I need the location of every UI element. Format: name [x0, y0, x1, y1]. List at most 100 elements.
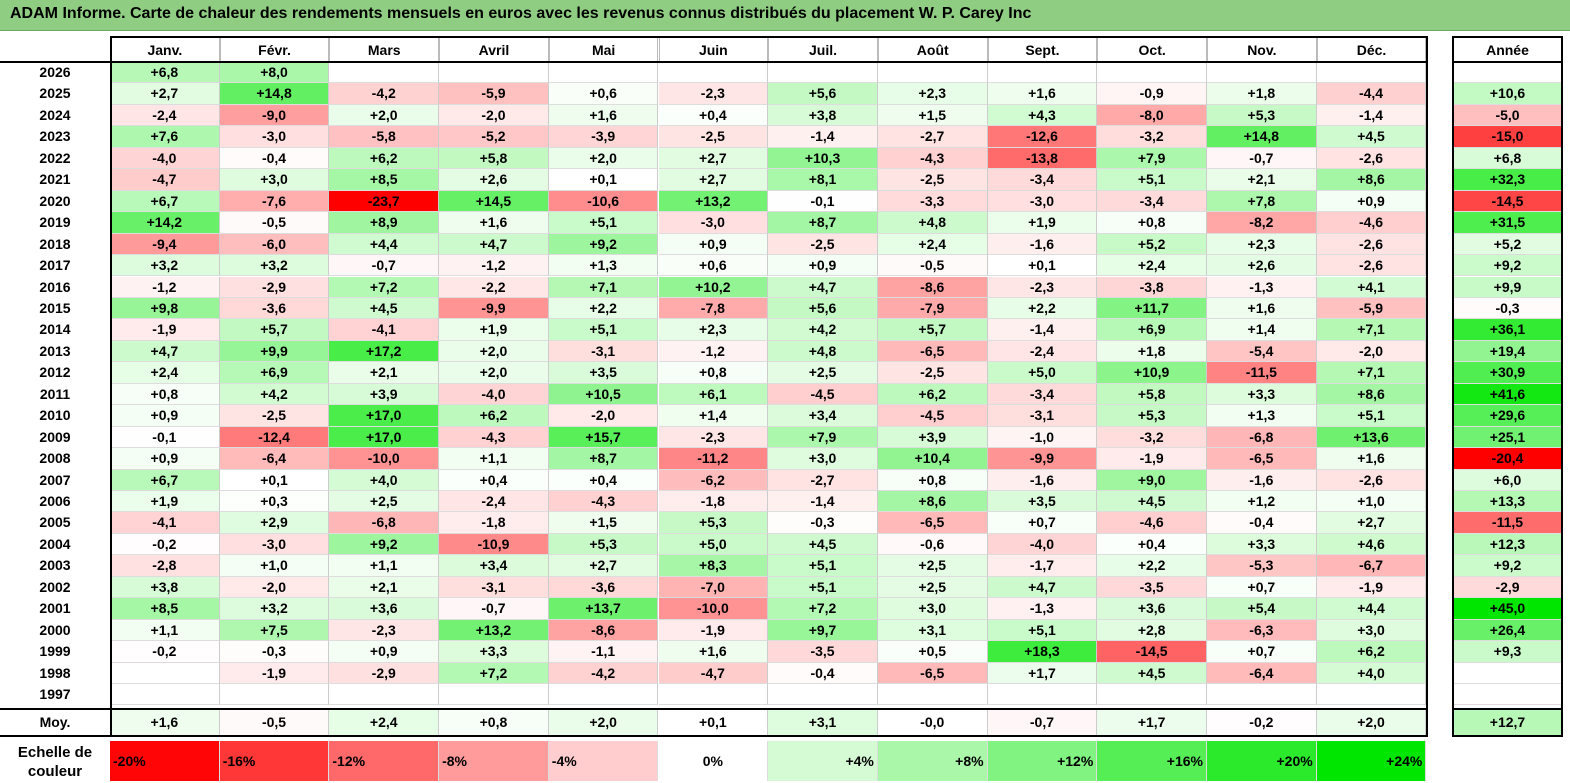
heatmap-cell: +5,1: [1317, 405, 1427, 426]
heatmap-cell: -0,5: [878, 255, 988, 276]
month-header: Avril: [439, 36, 549, 62]
heatmap-cell: -2,5: [878, 362, 988, 383]
heatmap-cell: +2,7: [549, 555, 659, 576]
heatmap-cell: +0,5: [878, 641, 988, 662]
heatmap-cell: -10,0: [329, 448, 439, 469]
row-year-label: 2009: [0, 427, 110, 448]
annual-cell: +9,2: [1452, 255, 1563, 276]
heatmap-cell: +13,7: [549, 598, 659, 619]
month-header: Mars: [329, 36, 439, 62]
annual-cell: -5,0: [1452, 105, 1563, 126]
row-year-label: 2002: [0, 577, 110, 598]
heatmap-cell: -4,3: [549, 491, 659, 512]
annual-cell: +6,0: [1452, 470, 1563, 491]
heatmap-cell: +2,2: [988, 298, 1098, 319]
heatmap-cell: +2,1: [329, 362, 439, 383]
heatmap-cell: +3,2: [220, 598, 330, 619]
heatmap-cell: -1,9: [659, 620, 769, 641]
heatmap-cell: +14,2: [110, 212, 220, 233]
heatmap-cell: -12,4: [220, 427, 330, 448]
heatmap-cell: -3,0: [220, 126, 330, 147]
heatmap-cell: -1,4: [768, 491, 878, 512]
heatmap-cell: +1,8: [1097, 341, 1207, 362]
heatmap-cell: +2,3: [1207, 234, 1317, 255]
heatmap-cell: +1,2: [1207, 491, 1317, 512]
heatmap-cell: +5,7: [220, 319, 330, 340]
row-year-label: 2004: [0, 534, 110, 555]
header-separator: [0, 61, 1426, 63]
average-cell: +2,4: [329, 710, 439, 735]
heatmap-cell: [329, 684, 439, 705]
heatmap-cell: +5,3: [659, 512, 769, 533]
heatmap-cell: +2,7: [659, 148, 769, 169]
heatmap-cell: -3,2: [1097, 427, 1207, 448]
heatmap-cell: +5,1: [549, 212, 659, 233]
heatmap-cell: -2,6: [1317, 234, 1427, 255]
annual-cell: +19,4: [1452, 341, 1563, 362]
heatmap-cell: -2,7: [878, 126, 988, 147]
average-cell: +2,0: [1317, 710, 1427, 735]
heatmap-cell: +13,2: [659, 191, 769, 212]
heatmap-cell: +2,0: [329, 105, 439, 126]
heatmap-cell: +1,0: [220, 555, 330, 576]
heatmap-cell: +0,6: [549, 83, 659, 104]
heatmap-cell: +14,8: [1207, 126, 1317, 147]
heatmap-cell: -6,4: [1207, 663, 1317, 684]
heatmap-cell: -2,5: [220, 405, 330, 426]
heatmap-cell: +2,5: [878, 577, 988, 598]
row-year-label: 2011: [0, 384, 110, 405]
heatmap-cell: -6,7: [1317, 555, 1427, 576]
heatmap-cell: +5,0: [659, 534, 769, 555]
heatmap-cell: +4,7: [110, 341, 220, 362]
heatmap-cell: -3,4: [1097, 191, 1207, 212]
heatmap-cell: +8,6: [1317, 384, 1427, 405]
heatmap-cell: +5,6: [768, 298, 878, 319]
row-year-label: 2005: [0, 512, 110, 533]
heatmap-cell: -6,4: [220, 448, 330, 469]
heatmap-cell: +5,1: [988, 620, 1098, 641]
heatmap-cell: +3,8: [110, 577, 220, 598]
heatmap-cell: -12,6: [988, 126, 1098, 147]
heatmap-cell: [988, 684, 1098, 705]
heatmap-cell: +8,7: [549, 448, 659, 469]
heatmap-cell: +0,3: [220, 491, 330, 512]
annual-cell: +32,3: [1452, 169, 1563, 190]
heatmap-cell: -3,8: [1097, 277, 1207, 298]
heatmap-cell: +4,5: [1097, 663, 1207, 684]
heatmap-cell: +1,6: [988, 83, 1098, 104]
annual-cell: -0,3: [1452, 298, 1563, 319]
heatmap-cell: -5,2: [439, 126, 549, 147]
heatmap-cell: [659, 684, 769, 705]
heatmap-cell: +3,5: [988, 491, 1098, 512]
heatmap-cell: -0,7: [439, 598, 549, 619]
heatmap-cell: +4,3: [988, 105, 1098, 126]
heatmap-cell: -4,3: [878, 148, 988, 169]
heatmap-cell: -6,8: [1207, 427, 1317, 448]
heatmap-cell: -8,6: [878, 277, 988, 298]
month-header: Févr.: [220, 36, 330, 62]
heatmap-cell: -4,6: [1317, 212, 1427, 233]
heatmap-cell: +8,6: [878, 491, 988, 512]
heatmap-cell: +3,3: [439, 641, 549, 662]
heatmap-cell: -10,9: [439, 534, 549, 555]
average-cell: +1,7: [1097, 710, 1207, 735]
heatmap-cell: +7,1: [549, 277, 659, 298]
heatmap-cell: +7,9: [768, 427, 878, 448]
annual-cell: +9,9: [1452, 277, 1563, 298]
heatmap-cell: -1,2: [439, 255, 549, 276]
heatmap-cell: +13,2: [439, 620, 549, 641]
month-header: Sept.: [988, 36, 1098, 62]
heatmap-cell: +4,4: [329, 234, 439, 255]
heatmap-cell: +5,8: [439, 148, 549, 169]
row-year-label: 2000: [0, 620, 110, 641]
row-year-label: 2014: [0, 319, 110, 340]
heatmap-cell: +11,7: [1097, 298, 1207, 319]
title-bar: ADAM Informe. Carte de chaleur des rende…: [0, 0, 1570, 31]
heatmap-cell: -0,4: [220, 148, 330, 169]
heatmap-cell: -5,8: [329, 126, 439, 147]
heatmap-cell: -2,0: [439, 105, 549, 126]
heatmap-cell: -3,1: [549, 341, 659, 362]
heatmap-cell: +1,4: [1207, 319, 1317, 340]
heatmap-cell: +1,3: [1207, 405, 1317, 426]
heatmap-cell: +7,1: [1317, 319, 1427, 340]
